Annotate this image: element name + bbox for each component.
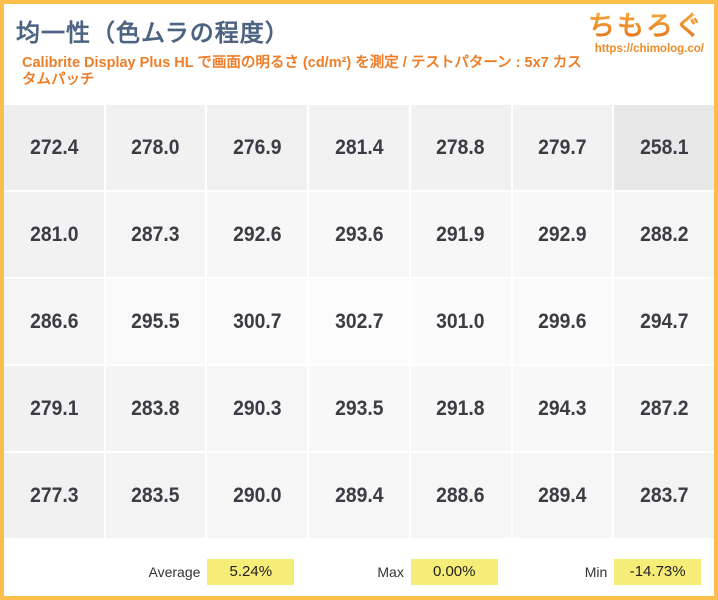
cell-value: 294.3 [538,396,587,420]
cell-value: 276.9 [233,135,282,159]
stats-row: Average 5.24% Max 0.00% Min -14.73% [4,559,714,585]
heatmap-cell: 283.7 [614,453,714,538]
cell-value: 278.0 [131,135,180,159]
page-subtitle: Calibrite Display Plus HL で画面の明るさ (cd/m²… [22,54,582,88]
heatmap-cell: 301.0 [410,279,511,364]
heatmap-cell: 302.7 [309,279,409,364]
heatmap-cell: 258.1 [614,105,714,190]
stat-value-average: 5.24% [207,559,295,585]
cell-value: 281.4 [334,135,384,159]
heatmap-cell: 289.4 [512,453,613,538]
cell-value: 292.6 [233,222,282,246]
cell-value: 302.7 [334,309,384,333]
stat-label-average: Average [148,564,201,580]
cell-value: 290.0 [233,483,282,507]
cell-value: 279.1 [29,396,79,420]
heatmap-cell: 278.0 [105,105,206,190]
stat-value-max: 0.00% [410,559,498,585]
heatmap-cell: 290.3 [207,366,308,451]
cell-value: 291.9 [436,222,485,246]
cell-value: 290.3 [233,396,282,420]
cell-value: 279.7 [538,135,587,159]
cell-value: 291.8 [436,396,485,420]
heatmap-cell: 281.4 [309,105,409,190]
site-logo: ちもろぐ https://chimolog.co/ [588,4,704,55]
cell-value: 293.6 [334,222,384,246]
cell-value: 283.8 [131,396,180,420]
heatmap-cell: 293.5 [309,366,409,451]
heatmap-cell: 299.6 [512,279,613,364]
heatmap-cell: 291.9 [410,192,511,277]
heatmap-cell: 291.8 [410,366,511,451]
header: 均一性（色ムラの程度） Calibrite Display Plus HL で画… [4,4,714,101]
cell-value: 293.5 [334,396,384,420]
site-logo-text: ちもろぐ [588,11,704,41]
cell-value: 300.7 [233,309,282,333]
cell-value: 288.2 [639,222,689,246]
heatmap-cell: 287.2 [614,366,714,451]
heatmap-cell: 300.7 [207,279,308,364]
heatmap-cell: 288.6 [410,453,511,538]
stat-label-max: Max [377,564,404,580]
page-title: 均一性（色ムラの程度） [16,20,290,47]
heatmap-cell: 289.4 [309,453,409,538]
cell-value: 289.4 [538,483,587,507]
heatmap-cell: 286.6 [4,279,104,364]
stat-value-min: -14.73% [614,559,702,585]
header-titles: 均一性（色ムラの程度） Calibrite Display Plus HL で画… [16,4,588,89]
cell-value: 295.5 [131,309,180,333]
heatmap-cell: 276.9 [207,105,308,190]
cell-value: 287.2 [639,396,689,420]
heatmap-cell: 288.2 [614,192,714,277]
heatmap-cell: 278.8 [410,105,511,190]
cell-value: 258.1 [639,135,689,159]
heatmap-cell: 281.0 [4,192,104,277]
cell-value: 286.6 [29,309,79,333]
cell-value: 272.4 [29,135,79,159]
heatmap-cell: 272.4 [4,105,104,190]
cell-value: 281.0 [29,222,79,246]
cell-value: 283.5 [131,483,180,507]
heatmap-cell: 292.6 [207,192,308,277]
cell-value: 294.7 [639,309,689,333]
cell-value: 288.6 [436,483,485,507]
cell-value: 283.7 [639,483,689,507]
stat-label-min: Min [584,564,608,580]
site-logo-url: https://chimolog.co/ [594,42,704,55]
heatmap-cell: 283.5 [105,453,206,538]
heatmap-cell: 292.9 [512,192,613,277]
heatmap-cell: 279.7 [512,105,613,190]
brightness-heatmap-grid: 272.4 278.0 276.9 281.4 278.8 279.7 258.1 281.0… [4,105,714,538]
heatmap-cell: 287.3 [105,192,206,277]
cell-value: 287.3 [131,222,180,246]
heatmap-cell: 279.1 [4,366,104,451]
heatmap-cell: 294.3 [512,366,613,451]
heatmap-cell: 283.8 [105,366,206,451]
cell-value: 292.9 [538,222,587,246]
cell-value: 301.0 [436,309,485,333]
cell-value: 299.6 [538,309,587,333]
cell-value: 278.8 [436,135,485,159]
heatmap-cell: 290.0 [207,453,308,538]
heatmap-cell: 295.5 [105,279,206,364]
heatmap-cell: 293.6 [309,192,409,277]
cell-value: 289.4 [334,483,384,507]
heatmap-cell: 277.3 [4,453,104,538]
heatmap-cell: 294.7 [614,279,714,364]
cell-value: 277.3 [29,483,79,507]
